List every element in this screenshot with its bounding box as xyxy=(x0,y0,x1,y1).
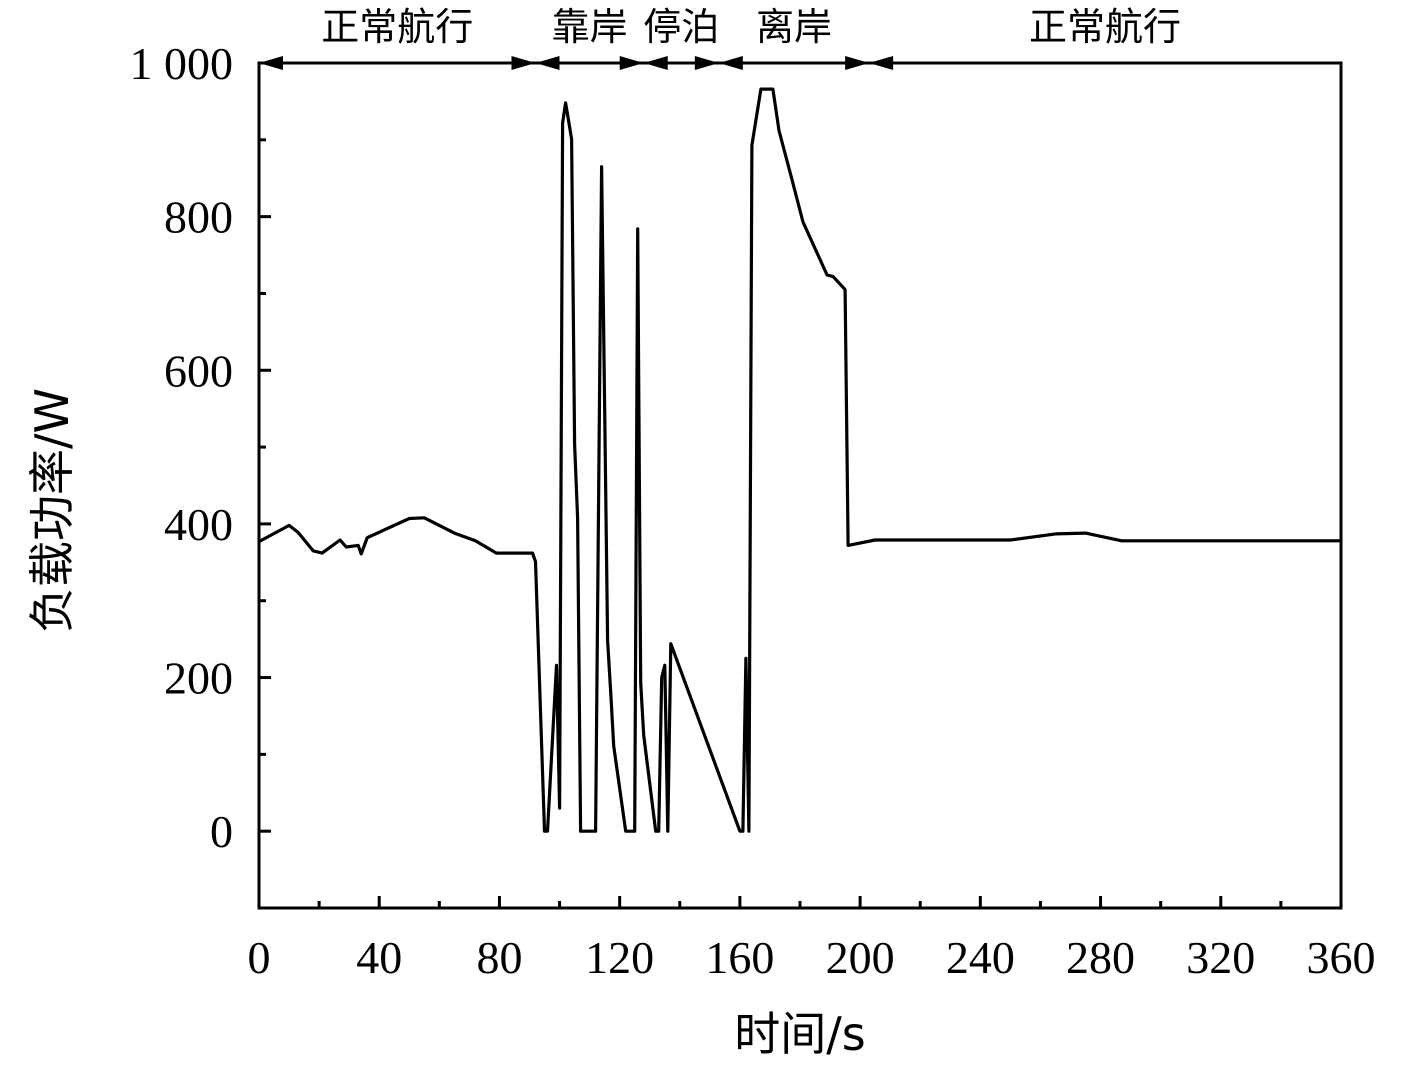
phase-label: 正常航行 xyxy=(1029,5,1181,49)
y-axis-title: 负载功率/W xyxy=(25,388,79,633)
x-tick-label: 320 xyxy=(1186,932,1255,983)
ticks-layer: 0 40 80 120 160 200 240 280 320 360 0 200 400 600 800 1… xyxy=(130,38,1376,983)
y-tick-label: 200 xyxy=(164,653,233,704)
x-tick-label: 120 xyxy=(585,932,654,983)
series-line xyxy=(258,87,1341,833)
y-tick-label: 800 xyxy=(164,192,233,243)
x-axis-title: 时间/s xyxy=(734,1007,865,1061)
phase-annotations: 正常航行 靠岸 停泊 离岸 正常航行 xyxy=(259,5,1181,70)
y-tick-label: 400 xyxy=(164,499,233,550)
x-tick-label: 160 xyxy=(705,932,774,983)
x-tick-label: 40 xyxy=(356,932,402,983)
x-tick-label: 0 xyxy=(248,932,271,983)
phase-label: 停泊 xyxy=(643,5,719,49)
x-tick-label: 200 xyxy=(826,932,895,983)
phase-label: 靠岸 xyxy=(552,5,628,49)
y-tick-label: 1 000 xyxy=(130,38,234,89)
y-tick-label: 0 xyxy=(210,806,233,857)
x-tick-label: 360 xyxy=(1307,932,1376,983)
phase-label: 正常航行 xyxy=(321,5,473,49)
y-tick-label: 600 xyxy=(164,345,233,396)
x-tick-label: 240 xyxy=(946,932,1015,983)
plot-frame xyxy=(257,61,1343,910)
x-tick-label: 80 xyxy=(476,932,522,983)
x-tick-label: 280 xyxy=(1066,932,1135,983)
phase-label: 离岸 xyxy=(756,5,832,49)
series-layer xyxy=(258,87,1341,833)
